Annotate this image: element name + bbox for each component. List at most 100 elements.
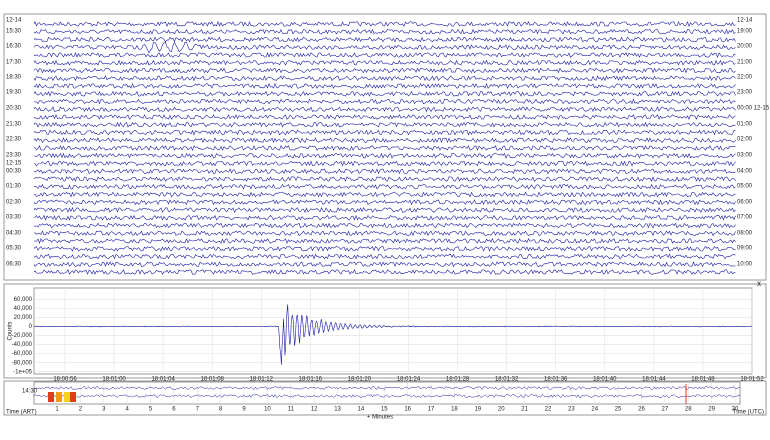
trace: [33, 269, 736, 275]
x-tick-label: 18:01:20: [348, 377, 372, 383]
y-tick-label: -40,000: [12, 342, 33, 348]
event-marker: [56, 392, 62, 402]
minute-label: 1: [55, 407, 59, 413]
left-time-label: 02:30: [6, 200, 22, 206]
minute-label: 25: [615, 407, 622, 413]
trace: [34, 238, 736, 245]
minute-label: 9: [242, 407, 246, 413]
minute-label: 6: [172, 407, 176, 413]
close-button[interactable]: x: [757, 279, 761, 288]
trace: [33, 82, 736, 89]
trace: [33, 261, 736, 268]
trace: [33, 199, 736, 206]
minute-label: 4: [125, 407, 129, 413]
minute-label: 20: [498, 407, 505, 413]
trace: [33, 106, 736, 113]
left-time-label: 05:30: [6, 246, 22, 252]
trace: [33, 20, 736, 28]
minute-label: 5: [149, 407, 153, 413]
time-right-label: Time (UTC): [733, 410, 764, 416]
minute-label: 27: [662, 407, 669, 413]
x-tick-label: 18:01:04: [151, 377, 175, 383]
minute-label: 29: [708, 407, 715, 413]
event-marker: [70, 392, 76, 402]
right-time-label: 23:00: [737, 90, 753, 96]
row-label: 14:30: [22, 389, 38, 395]
x-tick-label: 18:01:16: [299, 377, 323, 383]
trace: [33, 245, 736, 252]
left-time-label: 18:30: [6, 75, 22, 81]
minute-label: 16: [404, 407, 411, 413]
right-time-label: 20:00: [737, 44, 753, 50]
y-tick-label: 60,000: [14, 297, 33, 303]
minute-label: 18: [451, 407, 458, 413]
x-tick-label: 18:01:28: [446, 377, 470, 383]
x-tick-label: 18:01:44: [642, 377, 666, 383]
right-time-label: 21:00: [737, 60, 753, 66]
minute-label: 24: [591, 407, 598, 413]
left-time-label: 03:30: [6, 215, 22, 221]
trace: [33, 98, 736, 105]
trace: [33, 168, 736, 175]
x-tick-label: 18:01:36: [544, 377, 568, 383]
x-tick-label: 18:01:32: [495, 377, 519, 383]
trace: [33, 160, 736, 167]
minute-label: 10: [264, 407, 271, 413]
x-tick-label: 18:01:24: [397, 377, 421, 383]
minute-label: 30: [732, 407, 739, 413]
right-time-label: 12-14: [737, 18, 753, 24]
x-tick-label: 18:01:08: [201, 377, 225, 383]
left-time-label: 12-14: [6, 18, 22, 24]
left-time-label: 20:30: [6, 106, 22, 112]
minute-label: 2: [79, 407, 83, 413]
left-time-label: 01:30: [6, 184, 22, 190]
y-tick-label: 0: [29, 324, 33, 330]
x-tick-label: 18:01:00: [102, 377, 126, 383]
x-tick-label: 18:01:48: [691, 377, 715, 383]
trace: [33, 176, 736, 182]
right-time-label: 19:00: [737, 29, 753, 35]
trace: [33, 113, 736, 120]
trace: [33, 222, 736, 229]
right-time-label: 03:00: [737, 153, 753, 159]
y-tick-label: -20,000: [12, 333, 33, 339]
trace: [33, 145, 736, 152]
minute-label: 11: [288, 407, 295, 413]
waveform: [33, 304, 752, 365]
trace: [33, 207, 736, 214]
event-marker: [48, 392, 54, 402]
y-tick-label: -80,000: [12, 360, 33, 366]
minutes-label: + Minutes: [367, 415, 393, 421]
left-time-label: 21:30: [6, 122, 22, 128]
left-time-label: 12-15: [6, 161, 22, 167]
trace: [33, 129, 736, 136]
zoom-plot: [33, 287, 753, 375]
x-tick-label: 18:01:12: [250, 377, 274, 383]
left-time-label: 15:30: [6, 29, 22, 35]
minute-label: 19: [474, 407, 481, 413]
right-time-label: 01:00: [737, 122, 753, 128]
time-left-label: Time (ART): [6, 410, 37, 416]
right-time-label: 09:00: [737, 246, 753, 252]
left-time-label: 23:30: [6, 153, 22, 159]
trace: [33, 121, 736, 128]
minute-label: 17: [428, 407, 435, 413]
right-time-label: 07:00: [737, 215, 753, 221]
trace: [33, 253, 736, 260]
minute-label: 28: [685, 407, 692, 413]
right-time-label: 08:00: [737, 231, 753, 237]
trace: [33, 75, 736, 82]
minute-label: 15: [381, 407, 388, 413]
minute-label: 23: [568, 407, 575, 413]
timeline-trace: [33, 385, 740, 390]
minute-label: 12: [311, 407, 318, 413]
x-tick-label: 18:01:40: [593, 377, 617, 383]
trace: [33, 214, 736, 221]
event-marker: [64, 392, 70, 402]
left-time-label: 16:30: [6, 44, 22, 50]
y-tick-label: 20,000: [14, 315, 33, 321]
x-tick-label: 18:01:52: [740, 377, 764, 383]
trace: [33, 152, 736, 159]
